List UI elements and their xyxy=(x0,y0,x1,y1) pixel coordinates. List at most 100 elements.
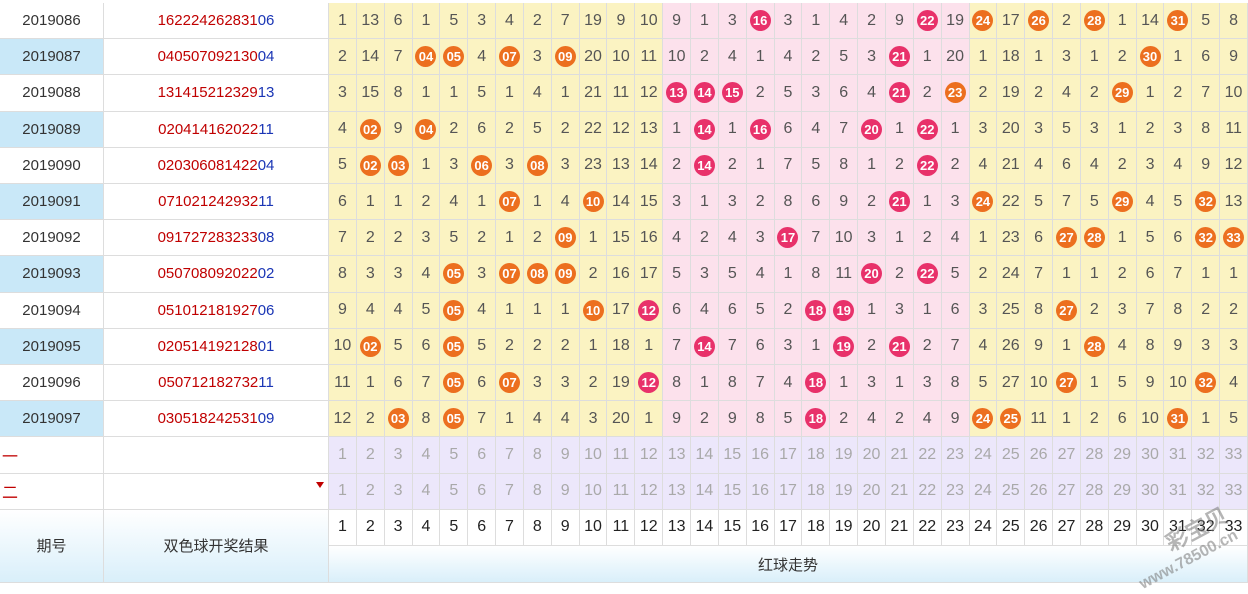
selector-number[interactable]: 24 xyxy=(969,437,998,474)
selector-number[interactable]: 8 xyxy=(523,473,552,510)
trend-cell: 09 xyxy=(551,39,580,76)
red-number: 28 xyxy=(241,337,258,355)
selector-number[interactable]: 33 xyxy=(1220,473,1248,510)
hit-ball: 07 xyxy=(499,46,520,68)
selector-number[interactable]: 10 xyxy=(579,437,608,474)
selector-number[interactable]: 31 xyxy=(1164,437,1193,474)
trend-cell: 4 xyxy=(1108,328,1137,365)
trend-cell: 18 xyxy=(802,365,831,402)
selector-number[interactable]: 27 xyxy=(1053,473,1081,510)
trend-cell: 9 xyxy=(885,3,914,40)
selector-row-label[interactable]: 二 xyxy=(0,473,104,510)
trend-cell: 1 xyxy=(858,292,886,329)
trend-cell: 03 xyxy=(384,401,413,438)
selector-number[interactable]: 2 xyxy=(356,473,385,510)
trend-cell: 1 xyxy=(579,220,608,257)
selector-spacer xyxy=(104,473,329,510)
trend-cell: 28 xyxy=(1080,3,1109,40)
selector-number[interactable]: 29 xyxy=(1108,437,1137,474)
hit-ball: 10 xyxy=(582,299,604,321)
trend-cell: 1 xyxy=(913,292,942,329)
trend-cell: 18 xyxy=(607,328,636,365)
selector-number[interactable]: 27 xyxy=(1053,437,1081,474)
trend-cell: 2 xyxy=(1136,111,1165,148)
selector-number[interactable]: 12 xyxy=(635,437,664,474)
trend-cell: 5 xyxy=(1220,401,1248,438)
trend-cell: 20 xyxy=(579,39,608,76)
selector-number[interactable]: 20 xyxy=(858,473,886,510)
selector-number[interactable]: 14 xyxy=(691,437,719,474)
selector-number[interactable]: 6 xyxy=(468,437,497,474)
selector-number[interactable]: 11 xyxy=(607,473,636,510)
selector-number[interactable]: 22 xyxy=(913,473,942,510)
trend-cell: 7 xyxy=(1164,256,1193,293)
selector-number[interactable]: 1 xyxy=(329,473,357,510)
trend-cell: 6 xyxy=(718,292,747,329)
selector-number[interactable]: 10 xyxy=(579,473,608,510)
selector-number[interactable]: 21 xyxy=(885,437,914,474)
red-number: 27 xyxy=(224,374,242,392)
selector-number[interactable]: 23 xyxy=(941,437,970,474)
selector-number[interactable]: 32 xyxy=(1192,437,1221,474)
selector-number[interactable]: 20 xyxy=(858,437,886,474)
selector-number[interactable]: 3 xyxy=(384,473,413,510)
selector-number[interactable]: 12 xyxy=(635,473,664,510)
down-arrow-icon[interactable] xyxy=(316,481,324,488)
selector-number[interactable]: 9 xyxy=(551,473,580,510)
selector-number[interactable]: 1 xyxy=(329,437,357,474)
selector-number[interactable]: 4 xyxy=(412,473,441,510)
selector-number[interactable]: 18 xyxy=(802,473,831,510)
selector-number[interactable]: 13 xyxy=(663,473,692,510)
selector-number[interactable]: 26 xyxy=(1025,437,1054,474)
selector-number[interactable]: 23 xyxy=(941,473,970,510)
selector-number[interactable]: 33 xyxy=(1220,437,1248,474)
selector-number[interactable]: 28 xyxy=(1080,437,1109,474)
trend-cell: 1 xyxy=(913,39,942,76)
selector-number[interactable]: 19 xyxy=(830,473,859,510)
trend-cell: 2 xyxy=(356,220,385,257)
selector-number[interactable]: 29 xyxy=(1108,473,1137,510)
selector-number[interactable]: 30 xyxy=(1136,437,1165,474)
selector-number[interactable]: 24 xyxy=(969,473,998,510)
selector-number[interactable]: 17 xyxy=(774,473,803,510)
selector-number[interactable]: 21 xyxy=(885,473,914,510)
hit-ball: 19 xyxy=(833,299,855,321)
selector-number[interactable]: 25 xyxy=(997,437,1026,474)
selector-number[interactable]: 31 xyxy=(1164,473,1193,510)
selector-number[interactable]: 32 xyxy=(1192,473,1221,510)
selector-number[interactable]: 8 xyxy=(523,437,552,474)
selector-number[interactable]: 16 xyxy=(746,473,775,510)
selector-number[interactable]: 9 xyxy=(551,437,580,474)
selector-number[interactable]: 13 xyxy=(663,437,692,474)
selector-number[interactable]: 4 xyxy=(412,437,441,474)
selector-number[interactable]: 17 xyxy=(774,437,803,474)
selector-number[interactable]: 7 xyxy=(496,473,524,510)
selector-number[interactable]: 14 xyxy=(691,473,719,510)
selector-number[interactable]: 6 xyxy=(468,473,497,510)
selector-number[interactable]: 15 xyxy=(718,437,747,474)
selector-number[interactable]: 7 xyxy=(496,437,524,474)
selector-number[interactable]: 16 xyxy=(746,437,775,474)
trend-cell: 1 xyxy=(1108,111,1137,148)
trend-cell: 10 xyxy=(1025,365,1054,402)
selector-number[interactable]: 15 xyxy=(718,473,747,510)
trend-cell: 12 xyxy=(635,365,664,402)
column-number-header: 13 xyxy=(663,509,692,546)
selector-number[interactable]: 5 xyxy=(440,473,469,510)
selector-number[interactable]: 19 xyxy=(830,437,859,474)
trend-cell: 3 xyxy=(969,111,998,148)
trend-cell: 1 xyxy=(1108,3,1137,40)
selector-number[interactable]: 3 xyxy=(384,437,413,474)
selector-number[interactable]: 26 xyxy=(1025,473,1054,510)
selector-number[interactable]: 11 xyxy=(607,437,636,474)
hit-ball: 29 xyxy=(1111,82,1133,104)
selector-number[interactable]: 5 xyxy=(440,437,469,474)
selector-row-label[interactable]: 一 xyxy=(0,437,104,474)
selector-number[interactable]: 18 xyxy=(802,437,831,474)
selector-number[interactable]: 30 xyxy=(1136,473,1165,510)
selector-number[interactable]: 2 xyxy=(356,437,385,474)
trend-cell: 26 xyxy=(1025,3,1054,40)
selector-number[interactable]: 22 xyxy=(913,437,942,474)
selector-number[interactable]: 28 xyxy=(1080,473,1109,510)
selector-number[interactable]: 25 xyxy=(997,473,1026,510)
